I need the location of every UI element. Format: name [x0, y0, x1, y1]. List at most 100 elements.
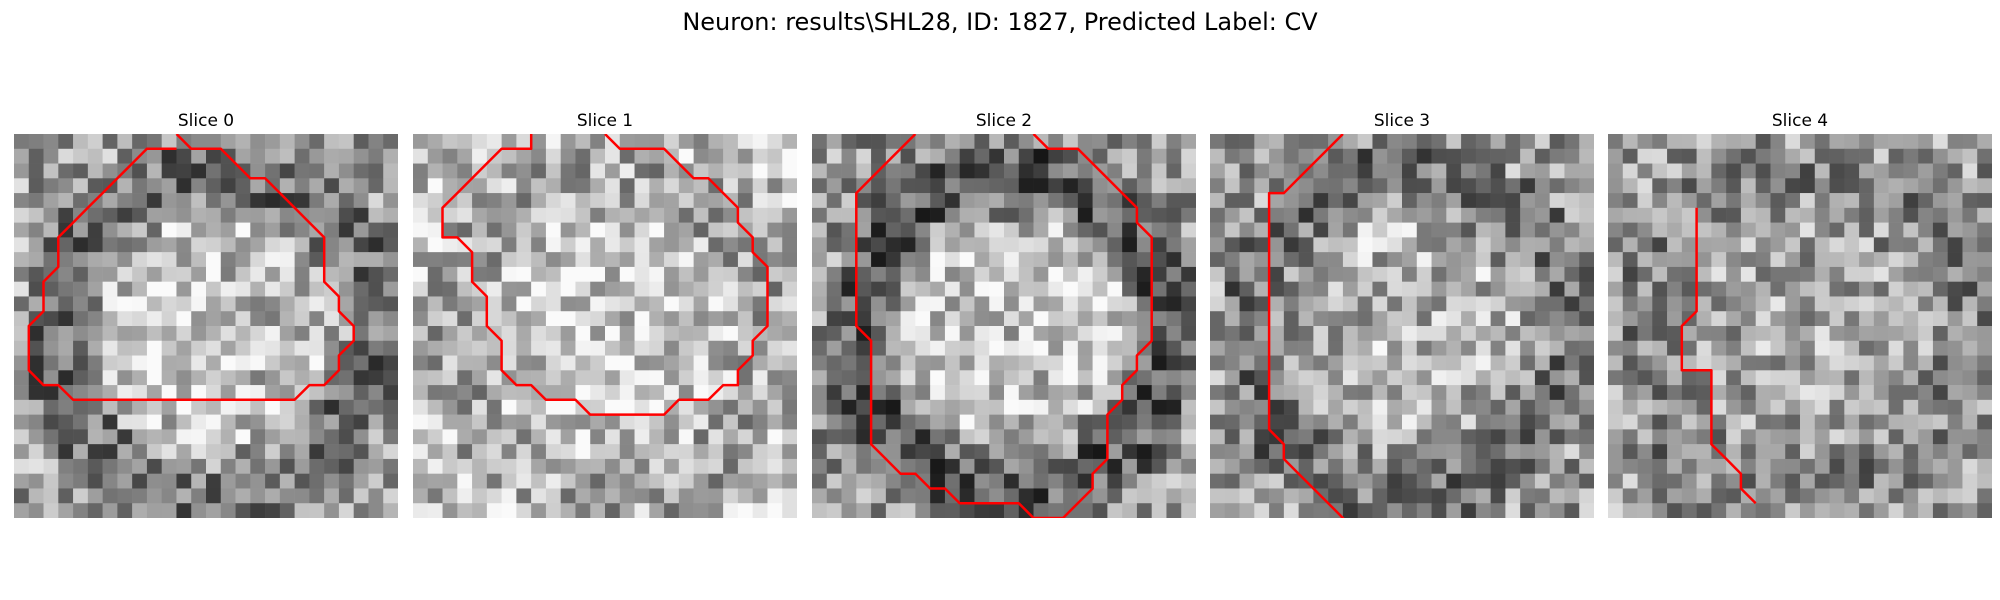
image-pixel [1387, 163, 1403, 179]
image-pixel [1387, 399, 1403, 415]
image-pixel [708, 134, 724, 150]
image-pixel [1151, 134, 1167, 150]
image-pixel [812, 340, 828, 356]
image-pixel [1151, 370, 1167, 386]
image-pixel [1461, 148, 1477, 164]
image-pixel [486, 281, 502, 297]
image-pixel [14, 458, 30, 474]
image-pixel [1372, 355, 1388, 371]
image-pixel [1372, 237, 1388, 253]
image-pixel [1239, 281, 1255, 297]
image-pixel [1962, 222, 1978, 238]
image-pixel [58, 237, 74, 253]
image-pixel [1166, 429, 1182, 445]
image-pixel [279, 266, 295, 282]
image-pixel [930, 281, 946, 297]
image-pixel [14, 444, 30, 460]
image-pixel [678, 503, 694, 518]
image-pixel [1239, 178, 1255, 194]
image-pixel [1505, 296, 1521, 312]
image-pixel [1711, 222, 1727, 238]
image-pixel [1505, 414, 1521, 430]
image-pixel [176, 193, 192, 209]
image-pixel [501, 399, 517, 415]
image-pixel [102, 222, 118, 238]
image-pixel [1814, 326, 1830, 342]
image-pixel [486, 370, 502, 386]
image-pixel [678, 296, 694, 312]
image-pixel [1520, 222, 1536, 238]
image-pixel [1313, 252, 1329, 268]
image-pixel [678, 266, 694, 282]
image-pixel [1726, 444, 1742, 460]
image-pixel [279, 370, 295, 386]
image-pixel [1859, 429, 1875, 445]
image-pixel [1416, 385, 1432, 401]
image-pixel [1932, 134, 1948, 150]
image-pixel [1755, 429, 1771, 445]
image-pixel [1844, 281, 1860, 297]
image-pixel [1210, 193, 1226, 209]
image-pixel [1608, 488, 1624, 504]
image-pixel [1696, 340, 1712, 356]
image-pixel [1210, 266, 1226, 282]
image-pixel [871, 355, 887, 371]
image-pixel [368, 340, 384, 356]
image-pixel [1962, 134, 1978, 150]
image-pixel [516, 178, 532, 194]
image-pixel [1210, 458, 1226, 474]
image-pixel [43, 281, 59, 297]
image-pixel [1740, 340, 1756, 356]
image-pixel [930, 399, 946, 415]
image-pixel [1283, 281, 1299, 297]
image-pixel [1947, 326, 1963, 342]
image-pixel [1918, 134, 1934, 150]
image-pixel [649, 429, 665, 445]
image-pixel [1947, 429, 1963, 445]
image-pixel [206, 178, 222, 194]
image-pixel [634, 281, 650, 297]
image-pixel [1239, 473, 1255, 489]
image-pixel [1770, 311, 1786, 327]
image-pixel [1431, 134, 1447, 150]
image-pixel [265, 399, 281, 415]
image-pixel [915, 178, 931, 194]
image-pixel [516, 134, 532, 150]
image-pixel [1622, 340, 1638, 356]
image-pixel [1520, 503, 1536, 518]
image-pixel [1608, 473, 1624, 489]
image-pixel [427, 296, 443, 312]
image-pixel [117, 429, 133, 445]
image-pixel [1431, 148, 1447, 164]
image-pixel [1077, 503, 1093, 518]
image-pixel [944, 458, 960, 474]
image-pixel [1534, 266, 1550, 282]
image-pixel [235, 207, 251, 223]
image-pixel [14, 281, 30, 297]
image-pixel [73, 385, 89, 401]
image-pixel [1844, 399, 1860, 415]
image-pixel [1977, 355, 1992, 371]
image-pixel [560, 222, 576, 238]
image-pixel [1667, 222, 1683, 238]
image-pixel [338, 193, 354, 209]
image-pixel [14, 148, 30, 164]
image-pixel [1490, 414, 1506, 430]
image-pixel [885, 370, 901, 386]
image-pixel [1181, 281, 1196, 297]
image-pixel [1004, 399, 1020, 415]
image-pixel [545, 414, 561, 430]
image-pixel [87, 222, 103, 238]
image-pixel [1063, 296, 1079, 312]
image-pixel [723, 252, 739, 268]
image-pixel [1254, 163, 1270, 179]
image-pixel [1977, 207, 1992, 223]
image-pixel [1446, 340, 1462, 356]
image-pixel [900, 163, 916, 179]
image-pixel [930, 429, 946, 445]
image-pixel [1387, 296, 1403, 312]
image-pixel [1372, 399, 1388, 415]
image-pixel [1269, 370, 1285, 386]
image-pixel [605, 488, 621, 504]
image-pixel [1387, 503, 1403, 518]
